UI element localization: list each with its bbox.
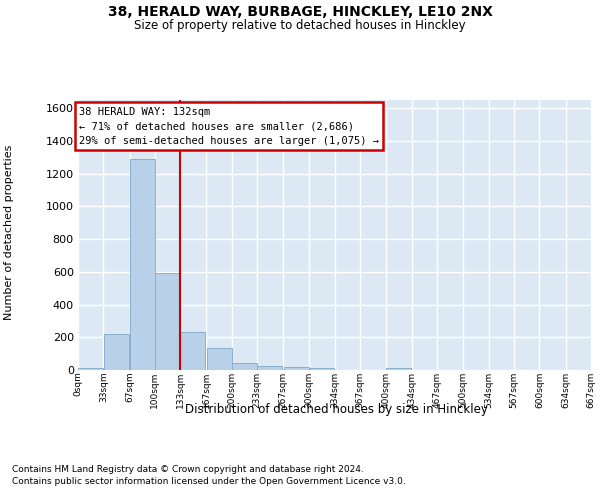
Bar (181, 332, 205, 370)
Text: 38 HERALD WAY: 132sqm
← 71% of detached houses are smaller (2,686)
29% of semi-d: 38 HERALD WAY: 132sqm ← 71% of detached … (79, 106, 379, 146)
Text: Contains public sector information licensed under the Open Government Licence v3: Contains public sector information licen… (12, 478, 406, 486)
Text: Size of property relative to detached houses in Hinckley: Size of property relative to detached ho… (134, 19, 466, 32)
Bar (309, 368, 334, 370)
Bar (284, 366, 308, 370)
Bar (206, 348, 232, 370)
Text: Number of detached properties: Number of detached properties (4, 145, 14, 320)
Bar (232, 362, 257, 370)
Bar (130, 159, 155, 370)
Bar (386, 368, 411, 370)
Text: 38, HERALD WAY, BURBAGE, HINCKLEY, LE10 2NX: 38, HERALD WAY, BURBAGE, HINCKLEY, LE10 … (107, 5, 493, 19)
Text: Distribution of detached houses by size in Hinckley: Distribution of detached houses by size … (185, 402, 487, 415)
Text: Contains HM Land Registry data © Crown copyright and database right 2024.: Contains HM Land Registry data © Crown c… (12, 465, 364, 474)
Bar (78, 368, 103, 370)
Bar (155, 274, 180, 370)
Bar (104, 334, 128, 370)
Bar (257, 366, 283, 370)
